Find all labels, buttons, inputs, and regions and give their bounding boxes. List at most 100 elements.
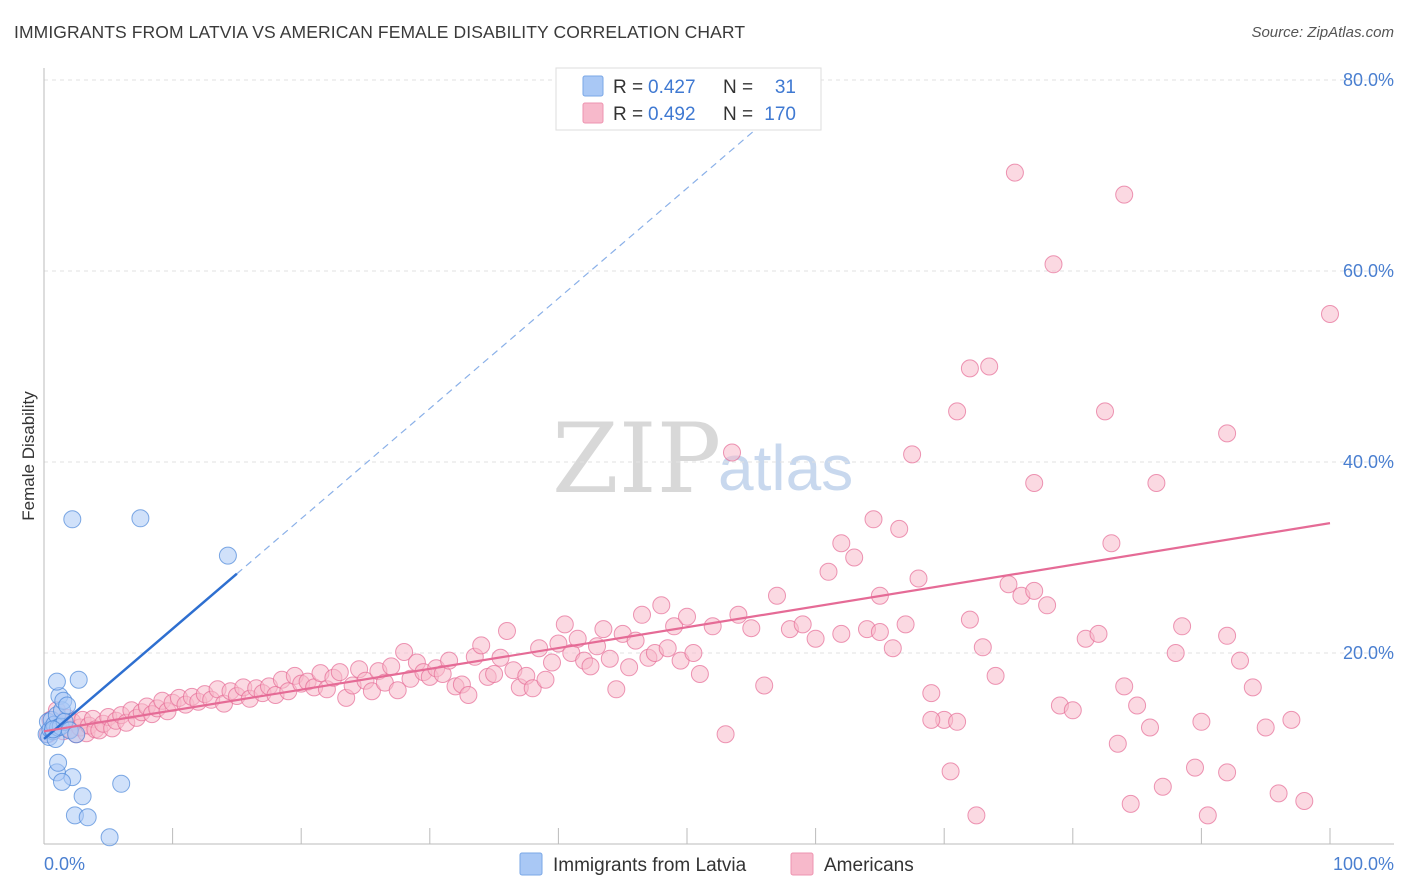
latvia-point [131,509,150,528]
latvia-point [73,787,92,806]
americans-point [684,644,703,662]
americans-point [1186,758,1204,777]
americans-point [793,615,812,634]
legend-r-label-americans: R = [613,104,643,125]
americans-point [607,680,626,699]
legend-n-label-latvia: N = [723,77,753,98]
americans-point [1218,626,1237,645]
bottom-legend-swatch-latvia [519,852,543,876]
americans-point [1198,806,1217,825]
americans-point [620,658,639,677]
americans-point [723,443,741,462]
americans-point [960,359,979,378]
y-tick-label: 60.0% [1343,261,1394,281]
x-tick-label-min: 0.0% [44,854,85,874]
watermark-atlas: atlas [718,432,853,504]
americans-point [1121,794,1140,813]
americans-point [703,617,722,636]
americans-point [806,629,825,648]
americans-point [986,666,1005,685]
x-ticks [43,828,1331,844]
americans-point [973,638,992,657]
americans-point [1256,718,1275,737]
americans-point [472,636,491,655]
americans-point [530,639,549,658]
americans-point [1231,651,1249,670]
americans-point [523,679,542,698]
americans-point [948,402,967,421]
americans-point [678,607,696,626]
americans-point [652,596,671,615]
legend-swatch-latvia [582,75,604,97]
americans-point [1243,678,1262,697]
y-axis-label: Female Disability [19,391,38,521]
x-tick-label-max: 100.0% [1333,854,1394,874]
series-immigrants-from-latvia [37,509,237,847]
americans-point [1063,701,1082,720]
bottom-legend-label-latvia: Immigrants from Latvia [553,855,747,876]
bottom-legend: Immigrants from Latvia Americans [519,852,914,876]
americans-point [1102,534,1121,553]
americans-point [543,653,561,672]
watermark-zip: ZIP [552,403,721,515]
latvia-point [58,696,77,715]
latvia-point [78,808,97,827]
americans-point [498,622,516,640]
americans-point [1147,474,1166,492]
americans-point [1192,712,1211,731]
legend-swatch-americans [582,102,604,124]
americans-point [1005,163,1024,182]
legend: R = 0.427 N = 31 R = 0.492 N = 170 [555,67,822,131]
americans-point [1282,710,1301,729]
americans-point [1115,677,1134,696]
latvia-point [112,774,131,793]
americans-point [896,615,915,634]
legend-r-label-latvia: R = [613,77,643,98]
americans-point [845,548,864,567]
chart-title: IMMIGRANTS FROM LATVIA VS AMERICAN FEMAL… [14,22,746,42]
legend-n-label-americans: N = [723,104,753,125]
americans-point [600,649,619,668]
bottom-legend-swatch-americans [790,852,814,876]
americans-point [716,725,735,744]
americans-point [690,665,709,683]
americans-point [941,762,960,781]
latvia-point [47,672,66,691]
trend-line-latvia-extension [236,77,816,575]
americans-point [909,569,928,588]
latvia-point [53,772,71,791]
americans-point [870,623,889,641]
americans-point [890,519,909,538]
americans-point [362,682,381,701]
americans-point [459,686,478,704]
americans-point [388,681,407,700]
americans-point [1096,402,1114,421]
americans-point [1173,617,1192,636]
americans-point [1089,624,1108,643]
latvia-point [218,546,237,565]
americans-point [485,665,504,683]
americans-point [1044,255,1063,274]
americans-point [883,639,902,658]
americans-point [903,445,922,464]
americans-point [555,615,574,634]
americans-point [536,670,555,689]
americans-point [922,710,941,729]
source-credit: Source: ZipAtlas.com [1251,24,1394,41]
americans-point [1218,763,1237,782]
americans-point [967,806,986,825]
americans-point [1321,305,1339,323]
americans-point [1108,734,1127,753]
y-tick-label: 40.0% [1343,452,1394,472]
y-tick-label: 80.0% [1343,70,1394,90]
latvia-point [67,725,86,744]
americans-point [1153,777,1172,796]
legend-n-value-americans: 170 [764,104,796,125]
americans-point [864,510,883,529]
latvia-point [49,753,68,772]
americans-point [819,562,838,581]
americans-point [633,605,651,624]
americans-point [382,657,401,676]
americans-point [960,610,979,629]
